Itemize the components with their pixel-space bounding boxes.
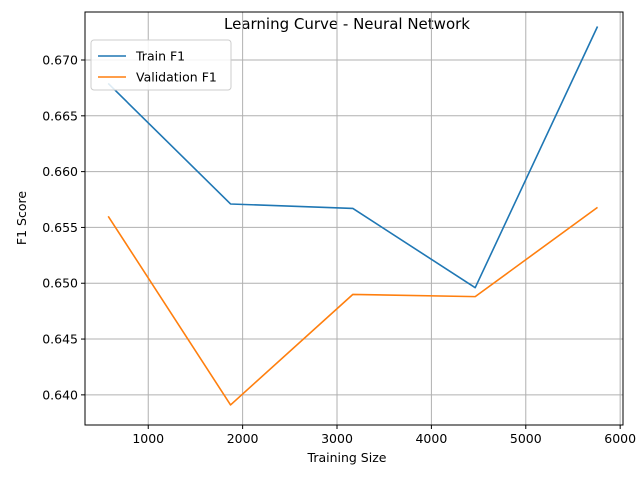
x-tick-label: 5000 xyxy=(510,431,542,446)
x-tick-label: 6000 xyxy=(604,431,636,446)
legend-label-train-f1: Train F1 xyxy=(135,49,185,64)
x-tick-label: 1000 xyxy=(132,431,164,446)
x-tick-label: 3000 xyxy=(321,431,353,446)
y-tick-label: 0.640 xyxy=(42,387,78,402)
y-tick-label: 0.650 xyxy=(42,276,78,291)
x-axis-label: Training Size xyxy=(307,450,387,465)
y-axis-label: F1 Score xyxy=(14,191,29,245)
y-tick-label: 0.660 xyxy=(42,164,78,179)
legend: Train F1 Validation F1 xyxy=(91,40,231,90)
y-tick-label: 0.655 xyxy=(42,220,78,235)
x-tick-label: 2000 xyxy=(227,431,259,446)
legend-label-validation-f1: Validation F1 xyxy=(136,70,217,85)
chart-title: Learning Curve - Neural Network xyxy=(224,15,470,33)
y-tick-label: 0.665 xyxy=(42,108,78,123)
y-tick-label: 0.645 xyxy=(42,332,78,347)
x-tick-label: 4000 xyxy=(415,431,447,446)
y-tick-label: 0.670 xyxy=(42,52,78,67)
